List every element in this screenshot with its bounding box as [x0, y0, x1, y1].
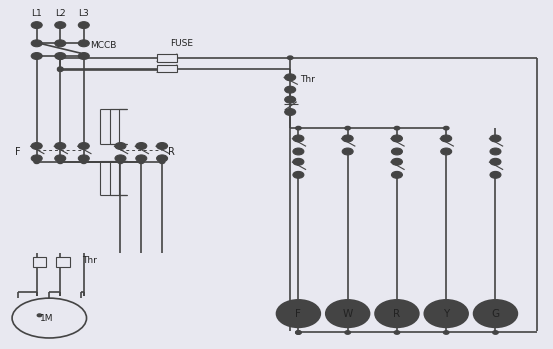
Circle shape: [375, 300, 419, 327]
Circle shape: [444, 331, 449, 334]
Circle shape: [441, 148, 452, 155]
FancyBboxPatch shape: [156, 54, 178, 61]
Circle shape: [345, 126, 351, 130]
Circle shape: [293, 171, 304, 178]
Text: Y: Y: [443, 309, 450, 319]
Circle shape: [159, 160, 165, 164]
Circle shape: [32, 40, 42, 47]
Circle shape: [342, 135, 353, 142]
Text: F: F: [295, 309, 301, 319]
Circle shape: [139, 160, 144, 164]
Circle shape: [156, 142, 168, 149]
FancyBboxPatch shape: [156, 65, 178, 73]
FancyBboxPatch shape: [33, 257, 46, 267]
Circle shape: [32, 155, 42, 162]
Circle shape: [79, 155, 89, 162]
Circle shape: [136, 155, 147, 162]
Circle shape: [55, 22, 66, 29]
Circle shape: [58, 160, 63, 164]
Text: FUSE: FUSE: [170, 39, 193, 49]
Circle shape: [32, 22, 42, 29]
Circle shape: [118, 160, 123, 164]
Text: F: F: [15, 147, 20, 157]
Circle shape: [156, 155, 168, 162]
Circle shape: [81, 160, 86, 164]
Circle shape: [490, 158, 501, 165]
Circle shape: [296, 331, 301, 334]
Circle shape: [79, 40, 89, 47]
Circle shape: [136, 142, 147, 149]
Circle shape: [32, 53, 42, 59]
Ellipse shape: [12, 298, 86, 338]
Circle shape: [79, 142, 89, 149]
Text: L3: L3: [79, 9, 89, 17]
Circle shape: [79, 22, 89, 29]
Circle shape: [444, 126, 449, 130]
Text: L2: L2: [55, 9, 66, 17]
Circle shape: [392, 135, 403, 142]
Circle shape: [285, 74, 296, 81]
Circle shape: [288, 56, 293, 59]
Circle shape: [392, 148, 403, 155]
Text: R: R: [168, 147, 174, 157]
Circle shape: [55, 40, 66, 47]
Circle shape: [490, 135, 501, 142]
Circle shape: [342, 148, 353, 155]
Text: R: R: [393, 309, 400, 319]
Circle shape: [490, 171, 501, 178]
Circle shape: [285, 96, 296, 103]
Text: Thr: Thr: [82, 256, 97, 265]
Text: W: W: [342, 309, 353, 319]
Circle shape: [79, 53, 89, 59]
Circle shape: [58, 56, 63, 59]
Circle shape: [296, 126, 301, 130]
Circle shape: [55, 142, 66, 149]
FancyBboxPatch shape: [56, 257, 70, 267]
Circle shape: [285, 109, 296, 116]
Circle shape: [473, 300, 518, 327]
Circle shape: [285, 86, 296, 93]
Circle shape: [490, 148, 501, 155]
Circle shape: [392, 171, 403, 178]
Circle shape: [394, 331, 400, 334]
Circle shape: [34, 160, 39, 164]
Circle shape: [392, 158, 403, 165]
Circle shape: [326, 300, 369, 327]
Circle shape: [276, 300, 320, 327]
Circle shape: [293, 158, 304, 165]
Circle shape: [32, 142, 42, 149]
Circle shape: [37, 314, 41, 317]
Circle shape: [55, 155, 66, 162]
Text: 1M: 1M: [40, 313, 53, 322]
Circle shape: [58, 68, 63, 72]
Circle shape: [345, 331, 351, 334]
Text: MCCB: MCCB: [90, 40, 117, 50]
Circle shape: [493, 331, 498, 334]
Circle shape: [293, 148, 304, 155]
Circle shape: [55, 53, 66, 59]
Text: Thr: Thr: [300, 75, 315, 84]
Circle shape: [115, 142, 126, 149]
Text: G: G: [492, 309, 499, 319]
Circle shape: [394, 126, 400, 130]
Circle shape: [115, 155, 126, 162]
Circle shape: [424, 300, 468, 327]
Circle shape: [58, 67, 63, 70]
Circle shape: [296, 331, 301, 334]
Circle shape: [293, 135, 304, 142]
Text: L1: L1: [32, 9, 42, 17]
Circle shape: [441, 135, 452, 142]
